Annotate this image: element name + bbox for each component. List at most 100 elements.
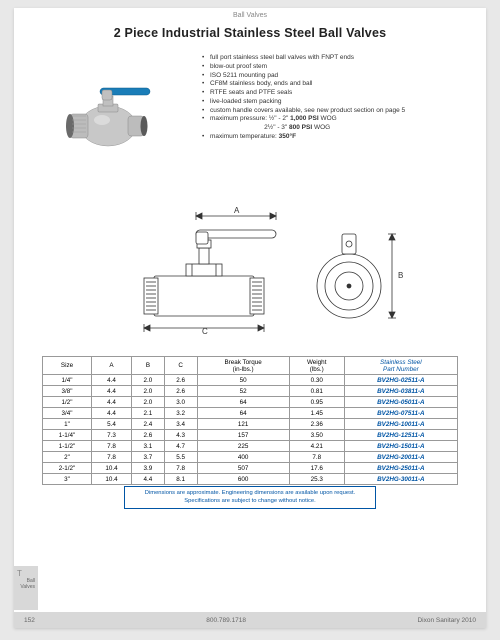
dim-label-a: A — [234, 206, 240, 215]
col-size: Size — [43, 357, 92, 375]
note-line: Dimensions are approximate. Engineering … — [131, 490, 369, 498]
footer-edition: Dixon Sanitary 2010 — [417, 617, 476, 624]
table-cell: 10.4 — [92, 463, 132, 474]
table-cell: BV2HG-15011-A — [344, 441, 457, 452]
table-cell: 52 — [197, 386, 289, 397]
table-cell: 400 — [197, 452, 289, 463]
table-cell: 2.1 — [132, 408, 165, 419]
table-cell: 64 — [197, 408, 289, 419]
spec-table: Size A B C Break Torque(in-lbs.) Weight(… — [42, 356, 458, 485]
table-cell: 3.4 — [164, 419, 197, 430]
table-row: 2"7.83.75.54007.8BV2HG-20011-A — [43, 452, 458, 463]
feature-item: maximum temperature: 350°F — [202, 133, 462, 142]
table-cell: 600 — [197, 474, 289, 485]
table-row: 1"5.42.43.41212.36BV2HG-10011-A — [43, 419, 458, 430]
note-box: Dimensions are approximate. Engineering … — [124, 486, 376, 509]
table-cell: 3.7 — [132, 452, 165, 463]
table-cell: BV2HG-10011-A — [344, 419, 457, 430]
table-cell: 2.0 — [132, 375, 165, 386]
feature-list: full port stainless steel ball valves wi… — [202, 54, 462, 142]
table-cell: 157 — [197, 430, 289, 441]
page-footer: 152 800.789.1718 Dixon Sanitary 2010 — [14, 612, 486, 628]
table-cell: BV2HG-12511-A — [344, 430, 457, 441]
side-tab-line: Valves — [17, 584, 35, 590]
table-row: 3"10.44.48.160025.3BV2HG-30011-A — [43, 474, 458, 485]
table-cell: 1/4" — [43, 375, 92, 386]
table-cell: 3/4" — [43, 408, 92, 419]
table-cell: 2.0 — [132, 397, 165, 408]
table-cell: BV2HG-07511-A — [344, 408, 457, 419]
side-tab-letter: T — [17, 569, 35, 578]
table-cell: 3" — [43, 474, 92, 485]
product-photo — [48, 66, 168, 156]
table-cell: 64 — [197, 397, 289, 408]
table-cell: 7.8 — [289, 452, 344, 463]
table-cell: 121 — [197, 419, 289, 430]
table-cell: 4.3 — [164, 430, 197, 441]
table-cell: 7.3 — [92, 430, 132, 441]
col-a: A — [92, 357, 132, 375]
table-cell: 4.4 — [92, 408, 132, 419]
table-cell: 4.4 — [92, 375, 132, 386]
table-cell: 1" — [43, 419, 92, 430]
table-cell: 2.6 — [132, 430, 165, 441]
feature-item: CF8M stainless body, ends and ball — [202, 80, 462, 89]
table-cell: 2.0 — [132, 386, 165, 397]
footer-page: 152 — [24, 617, 35, 624]
table-cell: 7.8 — [164, 463, 197, 474]
table-cell: 25.3 — [289, 474, 344, 485]
dimension-diagram: A B C — [114, 186, 414, 336]
table-cell: 3.1 — [132, 441, 165, 452]
table-cell: 8.1 — [164, 474, 197, 485]
col-torque: Break Torque(in-lbs.) — [197, 357, 289, 375]
table-cell: BV2HG-20011-A — [344, 452, 457, 463]
table-cell: 4.21 — [289, 441, 344, 452]
table-cell: 2.6 — [164, 386, 197, 397]
table-cell: 2.4 — [132, 419, 165, 430]
footer-phone: 800.789.1718 — [206, 617, 246, 624]
table-cell: 2" — [43, 452, 92, 463]
table-cell: 2.6 — [164, 375, 197, 386]
dim-label-b: B — [398, 271, 403, 280]
dim-label-c: C — [202, 327, 208, 336]
table-cell: 3.2 — [164, 408, 197, 419]
table-cell: 0.30 — [289, 375, 344, 386]
feature-item: full port stainless steel ball valves wi… — [202, 54, 462, 63]
table-cell: 4.7 — [164, 441, 197, 452]
table-cell: 225 — [197, 441, 289, 452]
table-cell: BV2HG-25011-A — [344, 463, 457, 474]
table-row: 1-1/2"7.83.14.72254.21BV2HG-15011-A — [43, 441, 458, 452]
table-cell: 4.4 — [92, 386, 132, 397]
feature-item: maximum pressure: ½" - 2" 1,000 PSI WOG … — [202, 115, 462, 133]
feature-item: RTFE seats and PTFE seals — [202, 89, 462, 98]
side-tab: T Ball Valves — [14, 566, 38, 610]
table-row: 1-1/4"7.32.64.31573.50BV2HG-12511-A — [43, 430, 458, 441]
table-cell: 5.4 — [92, 419, 132, 430]
feature-item: live-loaded stem packing — [202, 98, 462, 107]
table-row: 2-1/2"10.43.97.850717.6BV2HG-25011-A — [43, 463, 458, 474]
table-cell: 50 — [197, 375, 289, 386]
feature-item: blow-out proof stem — [202, 63, 462, 72]
table-cell: 3/8" — [43, 386, 92, 397]
table-row: 3/8"4.42.02.6520.81BV2HG-03811-A — [43, 386, 458, 397]
col-c: C — [164, 357, 197, 375]
table-row: 3/4"4.42.13.2641.45BV2HG-07511-A — [43, 408, 458, 419]
table-cell: 7.8 — [92, 441, 132, 452]
col-partnum: Stainless SteelPart Number — [344, 357, 457, 375]
table-cell: BV2HG-30011-A — [344, 474, 457, 485]
table-cell: 5.5 — [164, 452, 197, 463]
table-cell: 4.4 — [92, 397, 132, 408]
catalog-page: Ball Valves 2 Piece Industrial Stainless… — [14, 8, 486, 628]
table-cell: 0.81 — [289, 386, 344, 397]
note-line: Specifications are subject to change wit… — [131, 498, 369, 506]
table-cell: 7.8 — [92, 452, 132, 463]
header-category: Ball Valves — [14, 12, 486, 19]
table-cell: BV2HG-03811-A — [344, 386, 457, 397]
table-cell: 1.45 — [289, 408, 344, 419]
table-cell: 1/2" — [43, 397, 92, 408]
table-cell: 2.36 — [289, 419, 344, 430]
col-weight: Weight(lbs.) — [289, 357, 344, 375]
col-b: B — [132, 357, 165, 375]
table-cell: 1-1/2" — [43, 441, 92, 452]
table-cell: 10.4 — [92, 474, 132, 485]
